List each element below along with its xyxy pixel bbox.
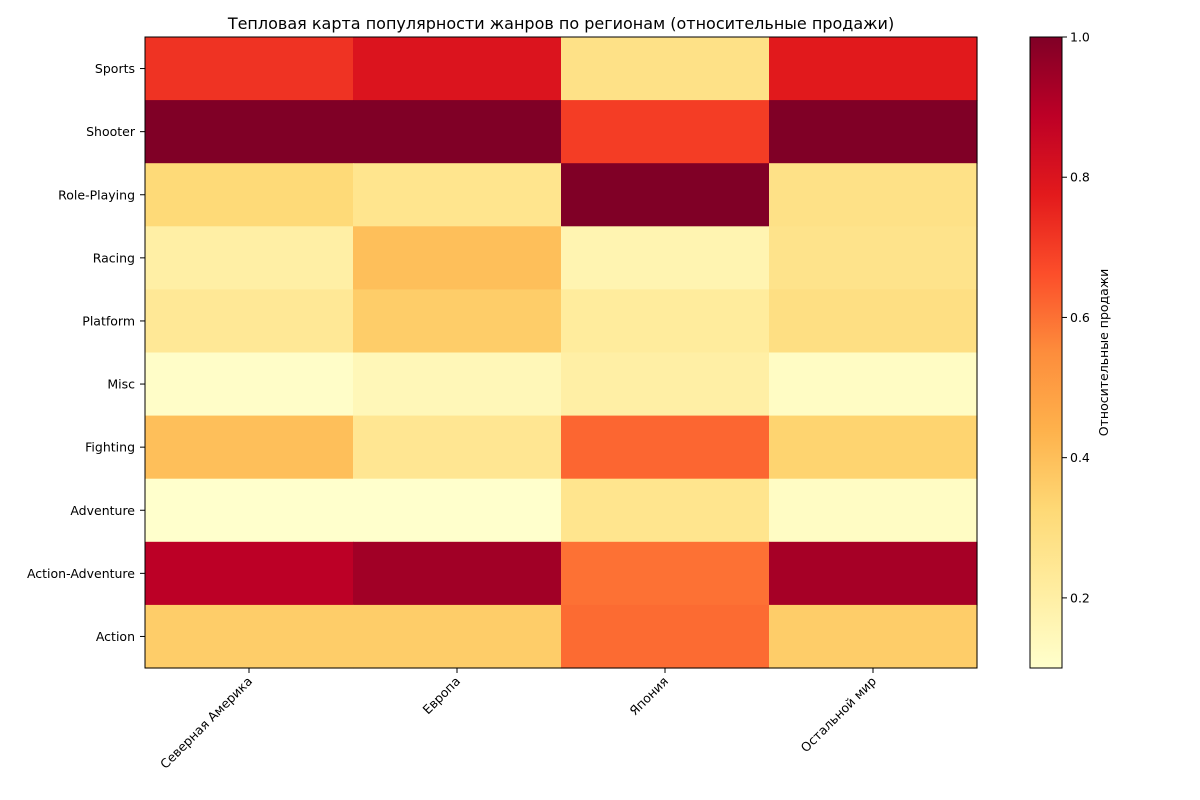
heatmap-cell xyxy=(145,352,354,417)
heatmap-cell xyxy=(769,100,978,164)
y-tick-label: Action-Adventure xyxy=(27,566,135,581)
heatmap-cell xyxy=(561,163,770,227)
heatmap-cell xyxy=(769,226,978,290)
colorbar-tick-label: 0.2 xyxy=(1070,590,1090,605)
heatmap-cell xyxy=(353,604,562,669)
x-tick-label: Остальной мир xyxy=(798,673,880,755)
colorbar-label: Относительные продажи xyxy=(1096,269,1111,436)
heatmap-cell xyxy=(561,226,770,290)
heatmap-cell xyxy=(353,37,562,101)
heatmap-cell xyxy=(353,415,562,480)
heatmap-cell xyxy=(145,478,354,543)
heatmap-cell xyxy=(769,415,978,480)
heatmap-cell xyxy=(353,289,562,354)
heatmap-cell xyxy=(769,352,978,417)
heatmap-cell xyxy=(353,163,562,227)
heatmap-cells xyxy=(145,37,978,669)
y-tick-label: Role-Playing xyxy=(58,187,135,202)
heatmap-cell xyxy=(145,100,354,164)
y-tick-label: Misc xyxy=(107,377,135,392)
heatmap-cell xyxy=(561,604,770,669)
colorbar-ticks: 0.2 0.4 0.6 0.8 1.0 xyxy=(1062,30,1090,605)
heatmap-cell xyxy=(561,289,770,354)
heatmap-cell xyxy=(769,37,978,101)
heatmap-cell xyxy=(353,541,562,606)
x-tick-label: Северная Америка xyxy=(157,674,255,772)
x-axis: Северная Америка Европа Япония Остальной ми… xyxy=(157,668,879,772)
heatmap-cell xyxy=(145,37,354,101)
colorbar-tick-label: 0.8 xyxy=(1070,170,1090,185)
heatmap-cell xyxy=(353,226,562,290)
heatmap-cell xyxy=(769,478,978,543)
y-tick-label: Action xyxy=(96,629,135,644)
heatmap-cell xyxy=(769,289,978,354)
heatmap-cell xyxy=(561,100,770,164)
heatmap-cell xyxy=(561,478,770,543)
y-tick-label: Platform xyxy=(82,313,135,328)
heatmap-cell xyxy=(561,541,770,606)
y-tick-label: Adventure xyxy=(70,503,135,518)
y-tick-label: Shooter xyxy=(86,124,136,139)
heatmap-cell xyxy=(353,478,562,543)
colorbar-gradient xyxy=(1029,36,1063,669)
x-tick-label: Европа xyxy=(420,674,464,718)
colorbar: 0.2 0.4 0.6 0.8 1.0 Относительные продажи xyxy=(1029,30,1111,669)
heatmap-cell xyxy=(145,226,354,290)
y-tick-label: Racing xyxy=(93,250,135,265)
plot-frame xyxy=(144,36,978,669)
heatmap-cell xyxy=(769,163,978,227)
heatmap-cell xyxy=(145,604,354,669)
heatmap-cell xyxy=(145,163,354,227)
heatmap-cell xyxy=(561,37,770,101)
colorbar-tick-label: 1.0 xyxy=(1070,30,1090,45)
heatmap-cell xyxy=(561,352,770,417)
y-tick-label: Fighting xyxy=(85,440,135,455)
heatmap-cell xyxy=(353,100,562,164)
x-tick-label: Япония xyxy=(626,674,671,719)
heatmap-cell xyxy=(145,289,354,354)
heatmap-cell xyxy=(769,604,978,669)
heatmap-cell xyxy=(145,415,354,480)
colorbar-tick-label: 0.4 xyxy=(1070,450,1090,465)
y-axis: Sports Shooter Role-Playing Racing Platform M… xyxy=(27,61,145,644)
heatmap-cell xyxy=(561,415,770,480)
chart-title: Тепловая карта популярности жанров по ре… xyxy=(227,14,894,33)
heatmap-cell xyxy=(145,541,354,606)
colorbar-tick-label: 0.6 xyxy=(1070,310,1090,325)
heatmap-cell xyxy=(769,541,978,606)
heatmap-cell xyxy=(353,352,562,417)
y-tick-label: Sports xyxy=(95,61,135,76)
